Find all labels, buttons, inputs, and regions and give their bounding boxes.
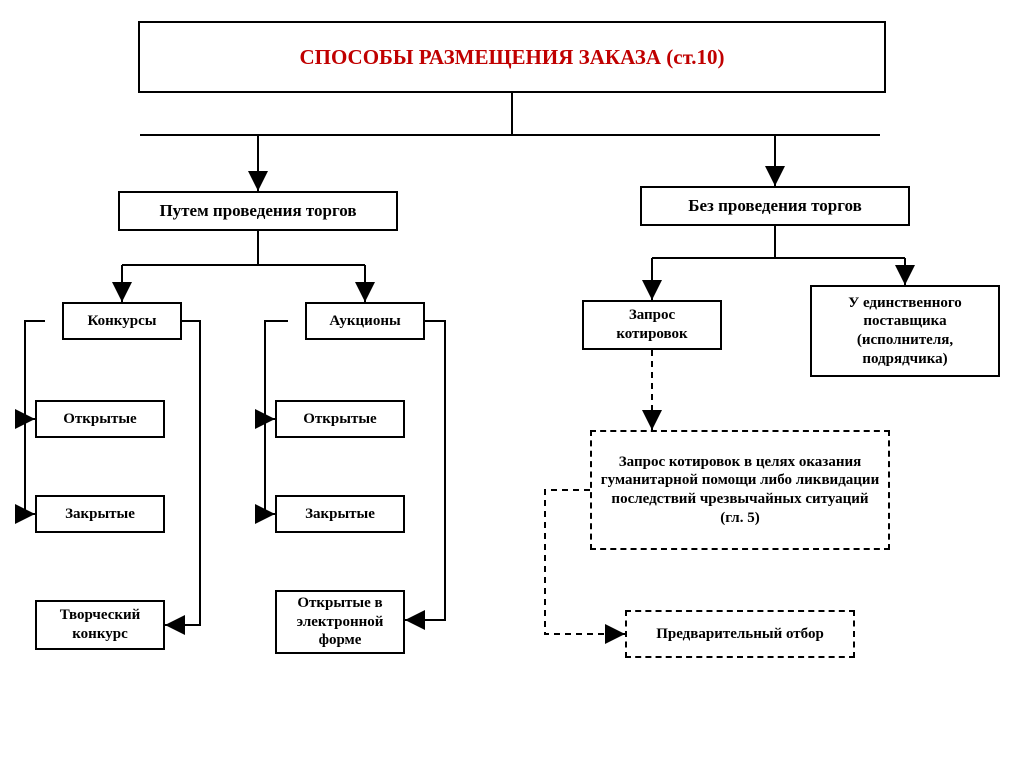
node-preliminary: Предварительный отбор [625,610,855,658]
node-auction-closed: Закрытые [275,495,405,533]
node-auction-open: Открытые [275,400,405,438]
node-single-supplier: У единственного поставщика (исполнителя,… [810,285,1000,377]
node-contest-open: Открытые [35,400,165,438]
node-contest-closed: Закрытые [35,495,165,533]
root-title: СПОСОБЫ РАЗМЕЩЕНИЯ ЗАКАЗА (ст.10) [138,21,886,93]
node-auctions: Аукционы [305,302,425,340]
node-quotations: Запрос котировок [582,300,722,350]
node-contests: Конкурсы [62,302,182,340]
branch-with-tenders: Путем проведения торгов [118,191,398,231]
node-auction-eform: Открытые в электронной форме [275,590,405,654]
node-contest-creative: Творческий конкурс [35,600,165,650]
node-humanitarian: Запрос котировок в целях оказания гумани… [590,430,890,550]
connectors [0,0,1024,768]
branch-without-tenders: Без проведения торгов [640,186,910,226]
